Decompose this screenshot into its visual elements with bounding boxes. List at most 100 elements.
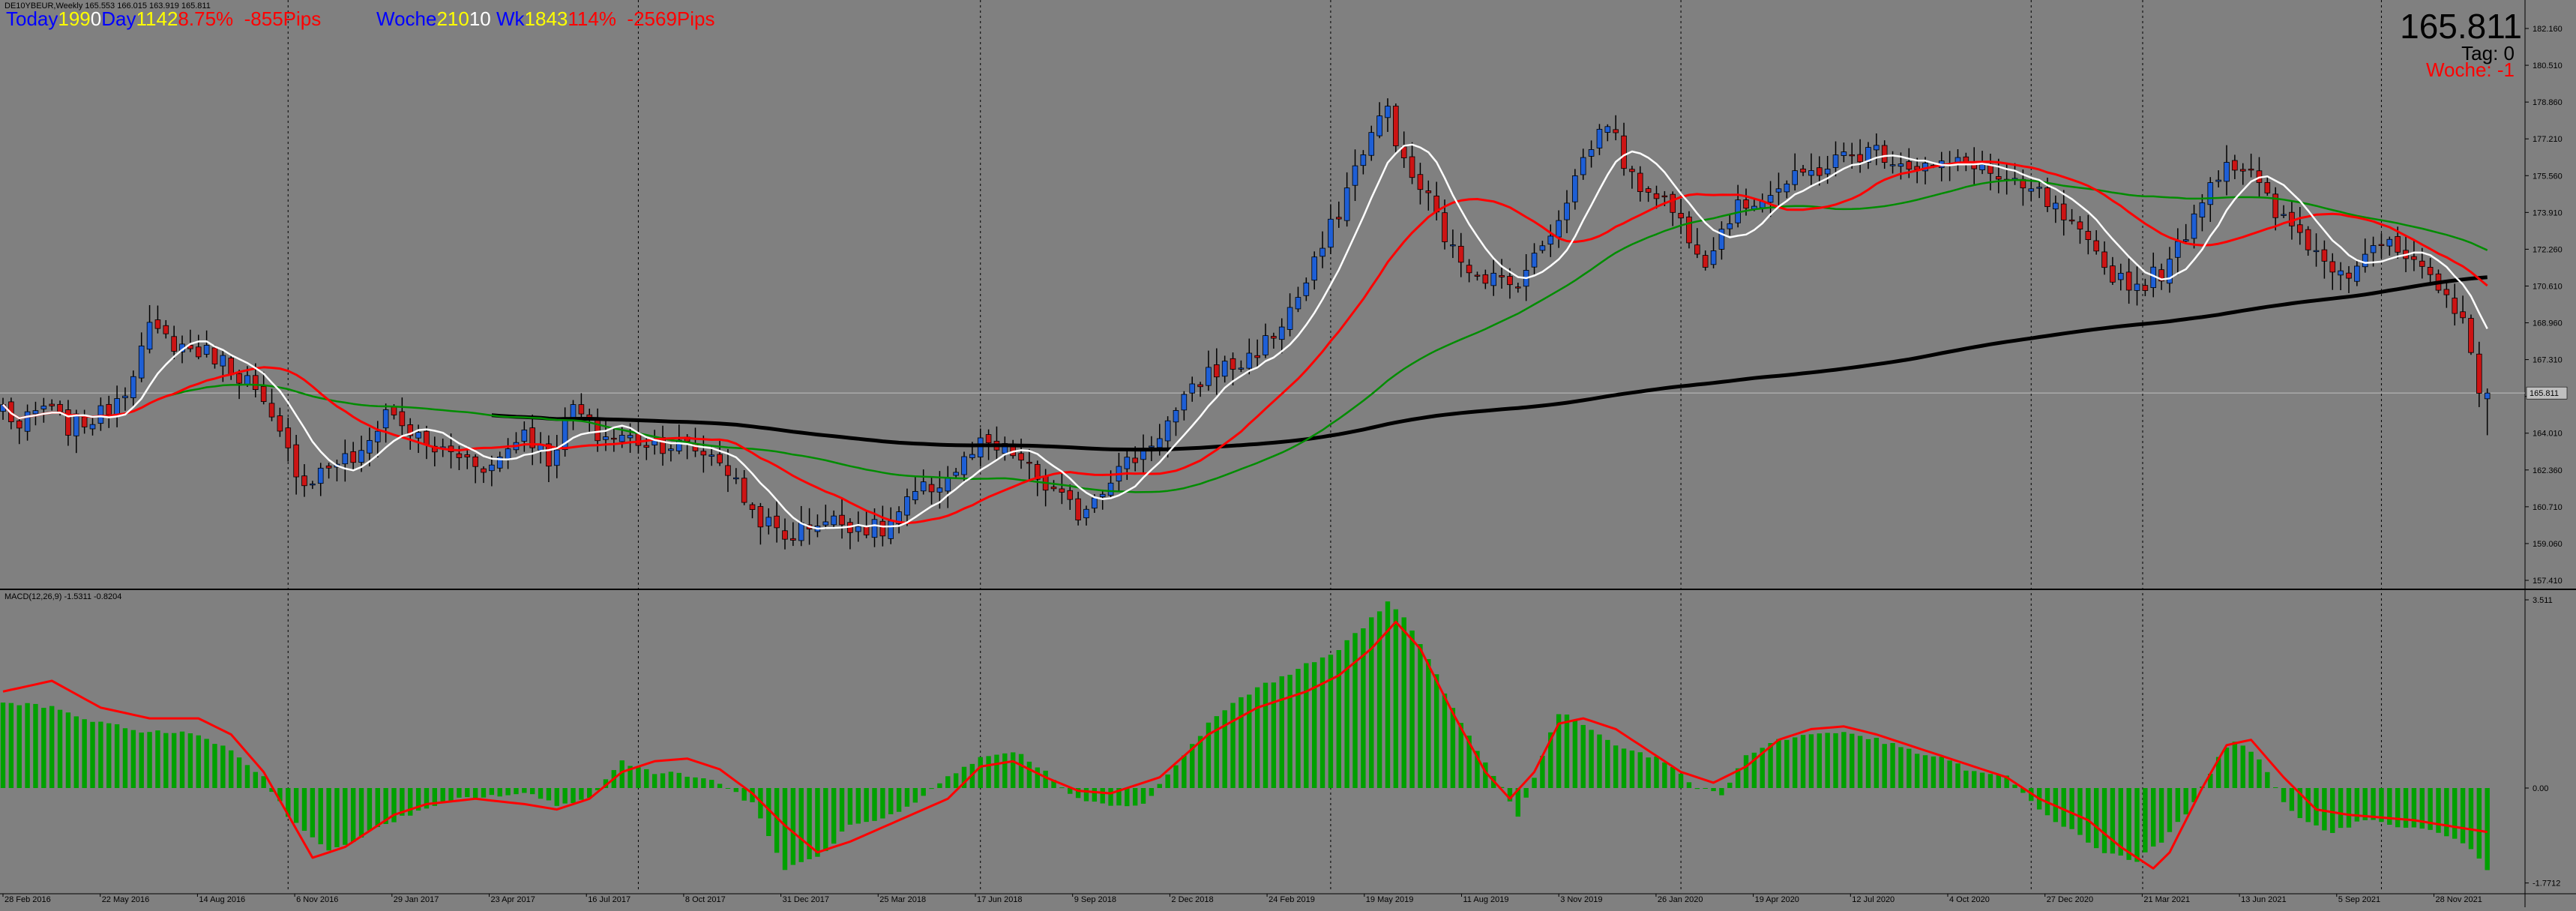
macd-bar: [1475, 751, 1480, 788]
candle: [334, 459, 340, 481]
candle-body: [342, 453, 349, 465]
ma-red-line: [1, 160, 2488, 524]
candle-body: [2060, 203, 2067, 220]
candle-body: [49, 403, 55, 406]
macd-bar: [472, 788, 478, 799]
candle-body: [2182, 239, 2189, 241]
candle-body: [1099, 493, 1106, 497]
candle: [2338, 262, 2344, 291]
candle-body: [1727, 223, 1733, 229]
candle: [1784, 180, 1790, 199]
macd-bar: [514, 788, 519, 795]
candle-body: [1792, 170, 1798, 185]
candle: [896, 506, 902, 534]
candle-body: [146, 322, 153, 350]
macd-bar: [2387, 788, 2392, 826]
candle-body: [1466, 265, 1472, 274]
candle-body: [1702, 255, 1709, 268]
candle: [268, 388, 275, 421]
macd-bar: [497, 788, 502, 797]
candle: [1767, 181, 1774, 217]
candle-body: [2110, 265, 2116, 283]
time-tick-label: 4 Oct 2020: [1949, 895, 1990, 904]
time-tick-label: 13 Jun 2021: [2241, 895, 2287, 904]
candle: [1287, 293, 1293, 337]
candle-body: [1034, 463, 1041, 480]
candle-body: [2036, 187, 2042, 189]
candle-body: [1197, 384, 1203, 388]
candle: [1735, 184, 1741, 228]
candle-body: [2239, 169, 2246, 172]
candle-body: [2281, 214, 2287, 216]
candle-body: [73, 413, 79, 436]
candle-body: [2134, 283, 2140, 291]
candle: [570, 400, 577, 430]
candle: [635, 421, 642, 454]
candle: [32, 401, 39, 426]
macd-bar: [1597, 734, 1602, 788]
macd-bar: [2314, 788, 2319, 826]
candle: [1385, 98, 1391, 132]
candle: [1938, 151, 1945, 181]
candle: [2329, 253, 2336, 290]
candle: [1206, 350, 1212, 391]
macd-bar: [2444, 788, 2449, 837]
macd-bar: [229, 750, 234, 788]
candle: [725, 448, 731, 493]
macd-bar: [1776, 739, 1781, 788]
hud-day-pct: 8.75%: [178, 7, 234, 30]
candle-body: [407, 424, 414, 436]
macd-bar: [2265, 772, 2270, 788]
candle-body: [725, 465, 731, 476]
macd-bar: [1947, 760, 1952, 788]
candle: [2215, 170, 2221, 188]
candle: [1425, 180, 1432, 211]
candle: [472, 454, 478, 484]
macd-bar: [130, 730, 136, 788]
time-tick-label: 23 Apr 2017: [491, 895, 535, 904]
macd-bar: [1605, 739, 1610, 788]
macd-bar: [1418, 644, 1423, 788]
macd-bar: [823, 788, 828, 852]
macd-bar: [790, 788, 796, 865]
candle-body: [708, 454, 715, 457]
candle: [2175, 228, 2181, 275]
macd-bar: [2012, 784, 2017, 788]
macd-bar: [1239, 697, 1244, 788]
macd-bar: [82, 719, 87, 788]
candle-body: [1482, 274, 1489, 284]
candle-body: [1164, 420, 1171, 442]
macd-bar: [1963, 770, 1969, 788]
macd-bar: [1808, 734, 1814, 788]
price-tick-label: 157.410: [2533, 577, 2563, 586]
macd-bar: [2460, 788, 2466, 844]
candle-body: [1221, 361, 1228, 377]
macd-bar: [326, 788, 331, 851]
candle: [350, 442, 356, 470]
macd-bar: [896, 788, 902, 812]
macd-bar: [554, 788, 559, 806]
macd-bar: [1018, 754, 1024, 788]
macd-bar: [766, 788, 771, 837]
macd-bar: [619, 760, 625, 788]
candle: [342, 439, 349, 482]
macd-bar: [187, 733, 193, 788]
macd-bar: [1304, 663, 1309, 788]
candle: [675, 424, 682, 454]
current-price-tag-label: 165.811: [2530, 389, 2559, 398]
candle: [2134, 266, 2140, 306]
candle: [89, 415, 96, 436]
candle: [432, 436, 438, 466]
candle-body: [2264, 181, 2271, 193]
macd-bar: [0, 703, 6, 788]
macd-bar: [457, 788, 462, 798]
candle: [1393, 103, 1399, 154]
candle-body: [130, 376, 136, 398]
candle: [1343, 172, 1350, 227]
macd-bar: [1287, 674, 1292, 788]
candle: [1670, 191, 1676, 226]
macd-bar: [415, 788, 421, 811]
candle-body: [203, 345, 210, 355]
